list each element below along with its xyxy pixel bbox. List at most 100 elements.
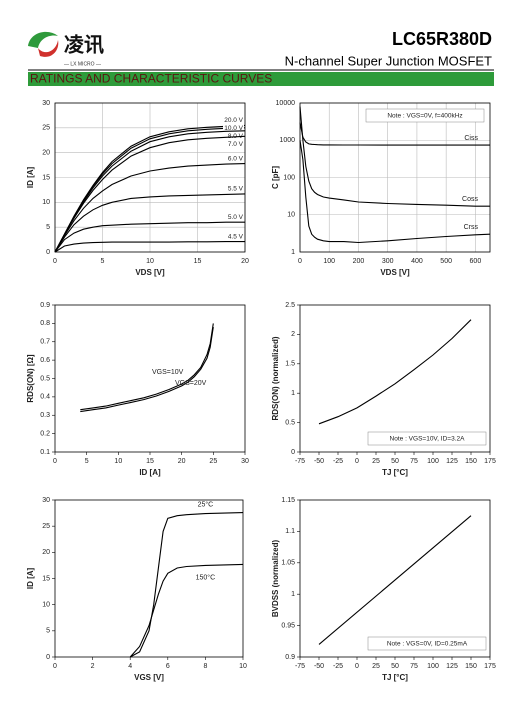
y-axis-label: BVDSS (normalized) (271, 539, 280, 617)
y-tick-label: 10 (42, 602, 50, 609)
note-box (365, 108, 485, 123)
y-tick-label: 0.5 (40, 375, 50, 382)
x-tick-label: 600 (470, 258, 482, 265)
y-tick-label: 30 (42, 100, 50, 107)
curve (129, 512, 244, 658)
x-axis-label: TJ [°C] (382, 468, 408, 477)
series-label: Coss (462, 196, 478, 203)
y-tick-label: 0 (46, 654, 50, 661)
series-label: Crss (464, 224, 479, 231)
series-label-bg (223, 213, 244, 222)
series-label-bg (223, 154, 244, 163)
logo-mark (38, 40, 59, 57)
y-tick-label: 1.5 (285, 361, 295, 368)
x-tick-label: 100 (427, 458, 439, 465)
y-tick-label: 5 (46, 224, 50, 231)
y-tick-label: 10000 (276, 100, 296, 107)
x-tick-label: 0 (298, 258, 302, 265)
x-tick-label: 8 (203, 663, 207, 670)
logo-mark (28, 31, 58, 48)
series-label: 5.0 V (228, 214, 244, 221)
x-axis-label: ID [A] (139, 468, 161, 477)
series-label-bg (223, 184, 244, 193)
plot-frame (299, 102, 491, 253)
series-label: 7.0 V (228, 141, 244, 148)
y-tick-label: 1.1 (285, 528, 295, 535)
curve (54, 130, 246, 253)
x-tick-label: 10 (239, 663, 247, 670)
x-axis-label: VDS [V] (380, 268, 410, 277)
series-label: Ciss (464, 135, 478, 142)
y-tick-label: 0.7 (40, 339, 50, 346)
curve (54, 221, 245, 253)
y-tick-label: 2.5 (285, 302, 295, 309)
x-tick-label: 50 (391, 663, 399, 670)
y-tick-label: 1 (291, 249, 295, 256)
x-tick-label: 0 (53, 458, 57, 465)
x-tick-label: -75 (295, 663, 305, 670)
x-axis-label: VDS [V] (135, 268, 165, 277)
x-tick-label: 150 (465, 663, 477, 670)
x-tick-label: 10 (114, 458, 122, 465)
curve (80, 323, 214, 411)
x-tick-label: 125 (446, 458, 458, 465)
series-label: 25°C (198, 500, 214, 508)
y-tick-label: 1.15 (281, 497, 295, 504)
x-tick-label: 400 (411, 258, 423, 265)
x-tick-label: 6 (166, 663, 170, 670)
x-tick-label: 0 (53, 258, 57, 265)
y-tick-label: 0.3 (40, 412, 50, 419)
curve (318, 515, 472, 645)
x-tick-label: 75 (410, 663, 418, 670)
series-label: 4.5 V (228, 233, 244, 240)
y-axis-label: ID [A] (26, 167, 35, 189)
x-tick-label: 75 (410, 458, 418, 465)
x-tick-label: 175 (484, 458, 496, 465)
plot-frame (299, 499, 491, 658)
logo: 凌讯 — LX MICRO — (28, 31, 104, 67)
x-tick-label: 25 (209, 458, 217, 465)
x-tick-label: 4 (128, 663, 132, 670)
y-tick-label: 0.1 (40, 449, 50, 456)
x-tick-label: 25 (372, 458, 380, 465)
curve (54, 241, 245, 253)
x-tick-label: 0 (355, 663, 359, 670)
curve (54, 163, 246, 253)
section-bar (28, 72, 494, 86)
x-axis-label: VGS [V] (134, 673, 164, 682)
plot-frame (54, 102, 246, 253)
plot-frame (54, 304, 246, 453)
x-tick-label: -75 (295, 458, 305, 465)
y-tick-label: 0 (291, 449, 295, 456)
x-tick-label: 5 (85, 458, 89, 465)
series-label: 6.0 V (228, 155, 244, 162)
curve (54, 193, 246, 253)
x-tick-label: 50 (391, 458, 399, 465)
y-tick-label: 0.4 (40, 394, 50, 401)
y-tick-label: 20 (42, 150, 50, 157)
series-label: 5.5 V (228, 186, 244, 193)
x-tick-label: 100 (427, 663, 439, 670)
y-tick-label: 30 (42, 497, 50, 504)
series-label: 150°C (196, 573, 216, 581)
note: Note : VGS=10V, ID=3.2A (390, 436, 466, 443)
y-axis-label: ID [A] (26, 568, 35, 590)
section-title: RATINGS AND CHARACTERISTIC CURVES (30, 72, 272, 86)
x-tick-label: 15 (194, 258, 202, 265)
x-tick-label: 175 (484, 663, 496, 670)
y-tick-label: 100 (283, 174, 295, 181)
y-axis-label: RDS(ON) [Ω] (26, 354, 35, 403)
curve (129, 563, 244, 658)
series-label-bg (223, 140, 244, 149)
x-tick-label: 15 (146, 458, 154, 465)
y-tick-label: 0.8 (40, 320, 50, 327)
y-tick-label: 20 (42, 549, 50, 556)
logo-subtext: — LX MICRO — (64, 61, 101, 67)
y-tick-label: 0.6 (40, 357, 50, 364)
x-tick-label: 300 (382, 258, 394, 265)
part-number: LC65R380D (392, 29, 492, 49)
x-tick-label: 0 (355, 458, 359, 465)
curve (299, 140, 491, 244)
part-description: N-channel Super Junction MOSFET (285, 53, 492, 68)
